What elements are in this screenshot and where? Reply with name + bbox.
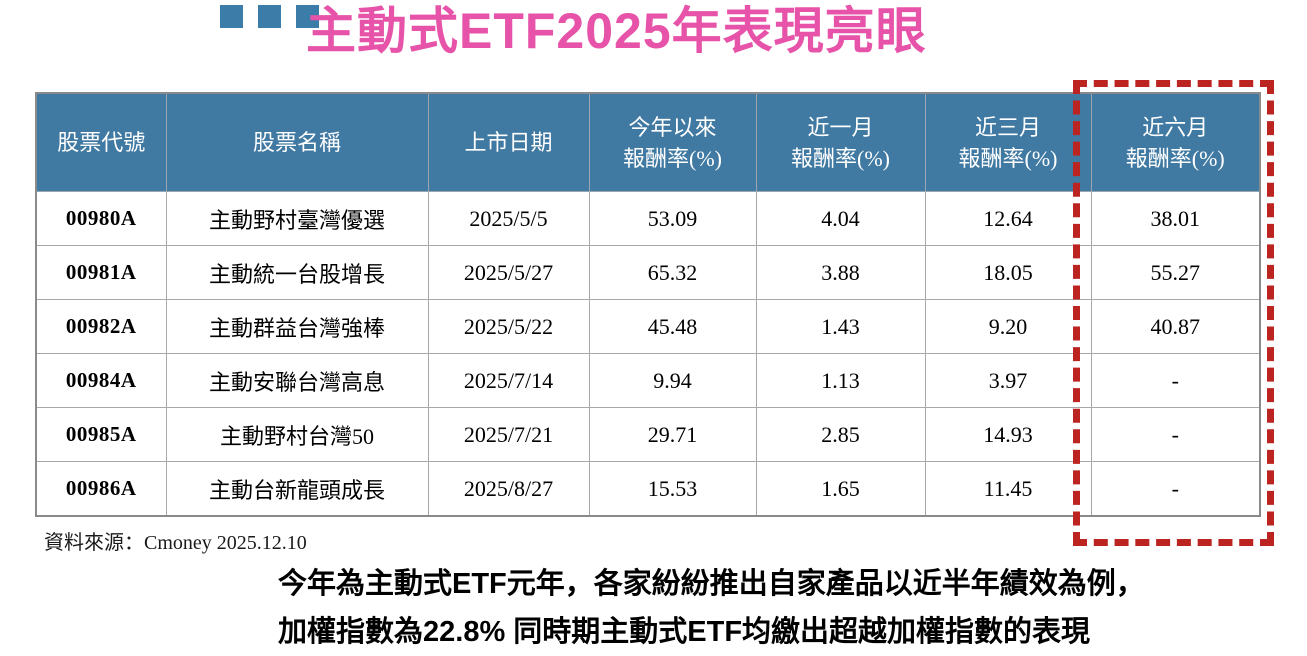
cell-6m-return: 55.27 (1090, 245, 1261, 300)
column-header-label: 近三月 (974, 114, 1041, 140)
column-header-3m-return: 近三月 報酬率(%) (924, 92, 1092, 192)
cell-3m-return: 3.97 (924, 353, 1092, 408)
cell-1m-return: 3.88 (755, 245, 926, 300)
cell-ytd-return: 65.32 (588, 245, 757, 300)
table-row: 00981A 主動統一台股增長 2025/5/27 65.32 3.88 18.… (35, 245, 1261, 300)
cell-6m-return: 40.87 (1090, 299, 1261, 354)
accent-square-icon (220, 5, 243, 28)
cell-3m-return: 18.05 (924, 245, 1092, 300)
cell-6m-return: - (1090, 353, 1261, 408)
column-header-1m-return: 近一月 報酬率(%) (755, 92, 926, 192)
table-row: 00982A 主動群益台灣強棒 2025/5/22 45.48 1.43 9.2… (35, 299, 1261, 354)
cell-ytd-return: 53.09 (588, 191, 757, 246)
etf-performance-table: 股票代號 股票名稱 上市日期 今年以來 報酬率(%) 近一月 報酬率(%) 近三… (35, 92, 1261, 517)
table-row: 00986A 主動台新龍頭成長 2025/8/27 15.53 1.65 11.… (35, 461, 1261, 517)
cell-stock-name: 主動台新龍頭成長 (165, 461, 429, 517)
cell-1m-return: 4.04 (755, 191, 926, 246)
cell-stock-code: 00981A (35, 245, 167, 300)
column-header-label: 股票代號 (57, 130, 146, 155)
cell-1m-return: 1.65 (755, 461, 926, 517)
column-header-ytd-return: 今年以來 報酬率(%) (588, 92, 757, 192)
column-header-stock-name: 股票名稱 (165, 92, 429, 192)
cell-6m-return: - (1090, 461, 1261, 517)
cell-stock-name: 主動統一台股增長 (165, 245, 429, 300)
cell-ytd-return: 9.94 (588, 353, 757, 408)
column-header-listing-date: 上市日期 (427, 92, 590, 192)
column-header-stock-code: 股票代號 (35, 92, 167, 192)
cell-stock-name: 主動野村台灣50 (165, 407, 429, 462)
cell-3m-return: 9.20 (924, 299, 1092, 354)
page-title: 主動式ETF2025年表現亮眼 (306, 3, 927, 59)
column-header-label: 近六月 (1142, 114, 1209, 140)
cell-stock-code: 00986A (35, 461, 167, 517)
cell-1m-return: 2.85 (755, 407, 926, 462)
cell-stock-name: 主動野村臺灣優選 (165, 191, 429, 246)
column-header-6m-return: 近六月 報酬率(%) (1090, 92, 1261, 192)
cell-listing-date: 2025/5/27 (427, 245, 590, 300)
table-row: 00980A 主動野村臺灣優選 2025/5/5 53.09 4.04 12.6… (35, 191, 1261, 246)
footer-commentary: 今年為主動式ETF元年，各家紛紛推出自家產品以近半年績效為例， 加權指數為22.… (278, 560, 1145, 656)
table-header-row: 股票代號 股票名稱 上市日期 今年以來 報酬率(%) 近一月 報酬率(%) 近三… (35, 92, 1261, 192)
cell-listing-date: 2025/5/5 (427, 191, 590, 246)
cell-6m-return: 38.01 (1090, 191, 1261, 246)
footer-line-2: 加權指數為22.8% 同時期主動式ETF均繳出超越加權指數的表現 (278, 616, 1091, 648)
footer-line-1: 今年為主動式ETF元年，各家紛紛推出自家產品以近半年績效為例， (278, 568, 1145, 600)
cell-3m-return: 14.93 (924, 407, 1092, 462)
column-header-label: 今年以來 (628, 114, 717, 140)
data-source-note: 資料來源：Cmoney 2025.12.10 (44, 532, 307, 554)
column-header-sublabel: 報酬率(%) (791, 145, 890, 171)
title-accent-squares (220, 5, 319, 28)
cell-ytd-return: 29.71 (588, 407, 757, 462)
cell-stock-name: 主動群益台灣強棒 (165, 299, 429, 354)
cell-stock-name: 主動安聯台灣高息 (165, 353, 429, 408)
accent-square-icon (258, 5, 281, 28)
cell-listing-date: 2025/7/14 (427, 353, 590, 408)
cell-listing-date: 2025/7/21 (427, 407, 590, 462)
column-header-sublabel: 報酬率(%) (623, 145, 722, 171)
cell-ytd-return: 15.53 (588, 461, 757, 517)
column-header-label: 近一月 (807, 114, 874, 140)
cell-1m-return: 1.43 (755, 299, 926, 354)
column-header-sublabel: 報酬率(%) (1125, 145, 1225, 171)
cell-listing-date: 2025/8/27 (427, 461, 590, 517)
cell-ytd-return: 45.48 (588, 299, 757, 354)
table-row: 00984A 主動安聯台灣高息 2025/7/14 9.94 1.13 3.97… (35, 353, 1261, 408)
column-header-label: 上市日期 (464, 130, 553, 155)
cell-stock-code: 00980A (35, 191, 167, 246)
cell-3m-return: 11.45 (924, 461, 1092, 517)
accent-square-icon (296, 5, 319, 28)
cell-stock-code: 00985A (35, 407, 167, 462)
cell-stock-code: 00984A (35, 353, 167, 408)
cell-3m-return: 12.64 (924, 191, 1092, 246)
cell-stock-code: 00982A (35, 299, 167, 354)
column-header-label: 股票名稱 (252, 130, 341, 155)
cell-listing-date: 2025/5/22 (427, 299, 590, 354)
cell-6m-return: - (1090, 407, 1261, 462)
column-header-sublabel: 報酬率(%) (958, 145, 1058, 171)
table-row: 00985A 主動野村台灣50 2025/7/21 29.71 2.85 14.… (35, 407, 1261, 462)
cell-1m-return: 1.13 (755, 353, 926, 408)
